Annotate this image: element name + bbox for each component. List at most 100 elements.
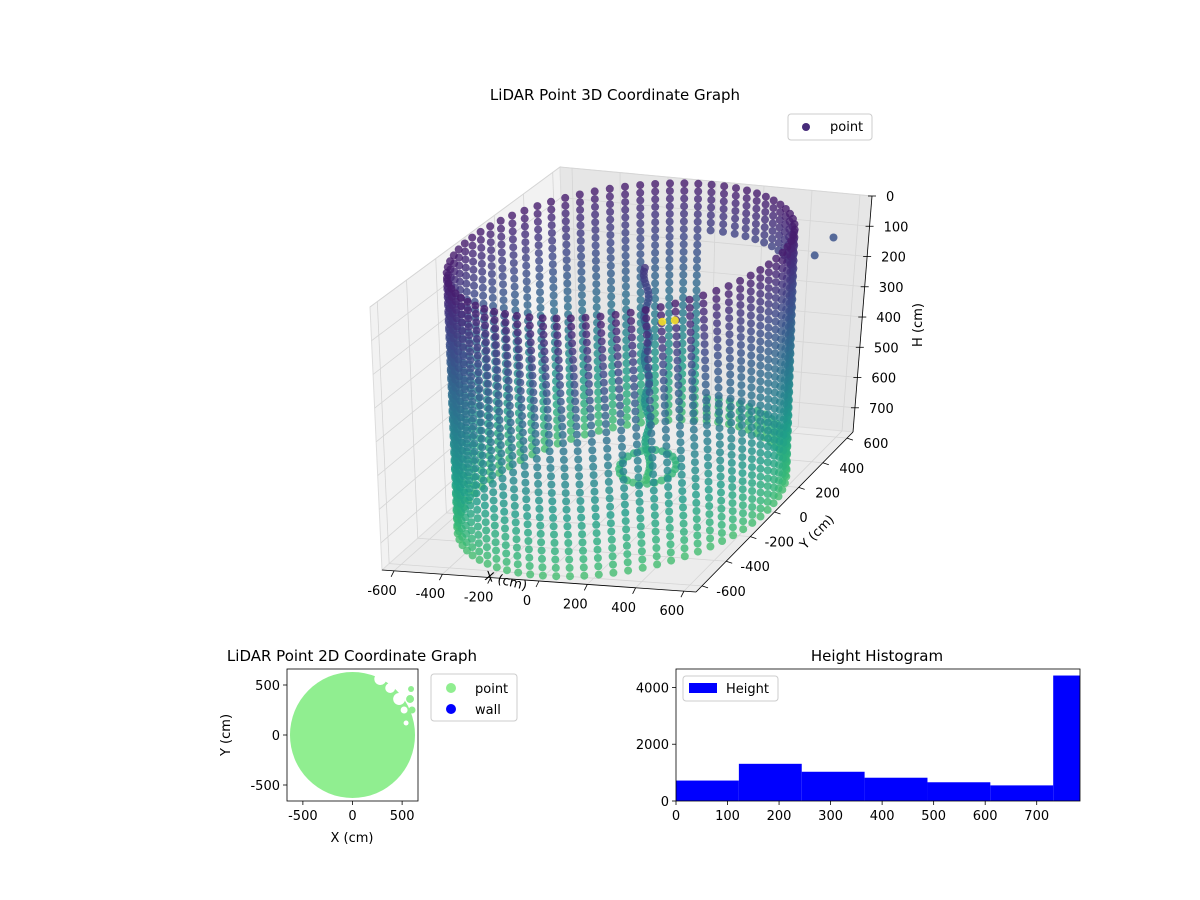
data-point-3d [747,367,756,376]
data-point-3d [591,233,600,242]
x-tick-label-3d: 0 [523,594,531,609]
data-point-3d [770,459,778,468]
data-point-3d [622,405,631,414]
y-tick-label-2d: 500 [255,679,280,694]
data-point-3d [693,240,702,249]
data-point-3d [707,180,716,189]
data-point-3d [510,493,519,502]
histogram-bar [738,763,802,801]
data-point-3d [549,513,558,522]
data-point-3d [743,186,751,195]
data-point-3d [717,529,726,537]
data-point-3d [522,503,531,512]
data-point-3d [787,237,796,245]
data-point-3d [527,346,536,355]
hist-x-tick-label: 400 [870,809,895,824]
data-point-3d [508,211,517,220]
data-point-3d [490,307,499,316]
data-point-3d [756,305,765,314]
data-point-3d [636,196,645,205]
data-point-3d [481,518,490,527]
data-point-3d [554,347,563,356]
data-point-3d [467,389,476,398]
data-point-3d [638,555,647,564]
data-point-3d [587,421,596,430]
data-point-3d [597,337,606,346]
data-point-3d [636,188,645,197]
data-point-3d [727,442,736,451]
data-point-3d [676,430,685,438]
data-point-3d [631,415,640,424]
data-point-3d [473,351,482,360]
data-point-3d [536,529,545,538]
data-point-3d [763,450,772,459]
data-point-3d [530,404,539,413]
data-point-3d [472,326,481,335]
data-point-3d [521,253,530,262]
data-point-3d [590,187,599,196]
data-point-3d [692,515,701,524]
data-point-3d [736,285,745,293]
data-point-3d [763,458,772,467]
data-point-3d [481,509,490,518]
data-point-3d [500,507,509,516]
data-point-3d [689,425,698,434]
data-point-3d [770,467,778,476]
data-point-3d [478,283,487,292]
data-point-3d [756,345,765,354]
data-point-3d [621,236,630,245]
data-point-3d [529,388,538,397]
data-point-3d [705,518,714,527]
data-point-3d [478,459,487,468]
data-point-3d [699,315,708,324]
data-point-3d [531,438,540,447]
data-point-3d [680,536,689,544]
z-tick-label-3d: 0 [886,190,894,205]
data-point-3d [608,377,617,386]
data-point-3d [702,413,711,421]
data-point-3d [577,283,586,292]
data-point-3d [516,387,525,395]
data-point-3d [752,204,761,213]
data-point-3d [576,198,584,207]
data-point-3d [567,322,576,331]
data-point-3d [476,401,485,410]
data-point-3d [764,284,773,293]
data-point-3d [634,465,643,473]
data-point-3d [507,435,516,444]
data-point-3d [665,255,674,264]
data-point-3d [651,264,660,273]
data-point-3d [510,274,519,283]
data-point-3d [617,434,626,443]
data-point-3d [518,428,527,437]
grid-3d-y-side [435,258,447,513]
data-point-3d [675,405,684,414]
data-point-3d [680,194,689,203]
data-point-3d [694,187,703,196]
data-point-3d [577,521,586,530]
data-point-3d [736,301,745,309]
data-point-3d [728,483,737,491]
data-point-3d [563,271,572,280]
data-point-3d [460,368,469,377]
data-point-3d [747,335,756,344]
data-point-3d [547,472,555,481]
data-point-3d [510,485,518,494]
data-point-3d [764,387,773,396]
data-point-3d [756,456,765,465]
data-point-3d [728,523,737,532]
data-point-3d [607,292,616,301]
data-point-3d [760,230,769,239]
data-point-3d [472,497,481,506]
data-point-3d [714,375,723,384]
data-point-3d [688,393,697,402]
data-point-3d [691,466,700,475]
data-point-3d [501,541,510,550]
data-point-3d [778,264,787,273]
data-point-3d [603,453,612,462]
data-point-3d [552,322,561,331]
data-point-3d [747,455,756,464]
data-point-3d [737,389,746,398]
data-point-3d [771,309,780,318]
data-point-3d [661,409,670,418]
